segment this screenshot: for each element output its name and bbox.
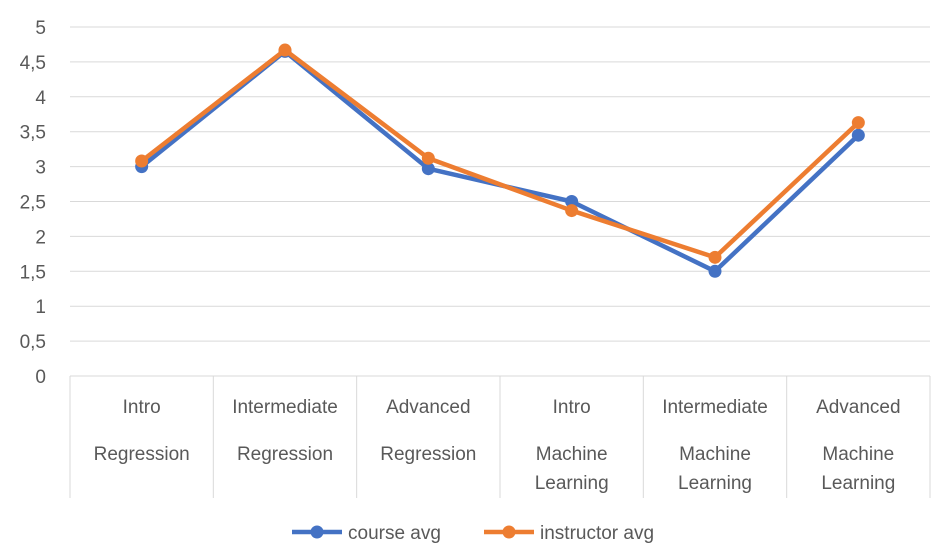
data-point xyxy=(135,154,149,168)
data-point xyxy=(708,264,722,278)
legend: course avg instructor avg xyxy=(292,523,654,544)
y-tick-label: 1,5 xyxy=(20,262,46,283)
series-lines xyxy=(135,43,865,278)
x-category-label-line: Machine xyxy=(679,444,751,465)
x-category-label: Intermediate Regression xyxy=(232,397,338,465)
x-category-label-line: Machine xyxy=(536,444,608,465)
y-tick-label: 3 xyxy=(35,158,46,179)
y-tick-label: 4,5 xyxy=(20,53,46,74)
series-line xyxy=(139,47,861,260)
x-category-label: Intermediate Machine Learning xyxy=(662,397,768,494)
data-point xyxy=(565,195,579,208)
data-point xyxy=(851,128,865,142)
data-point xyxy=(708,250,722,264)
legend-label: course avg xyxy=(348,523,441,544)
data-point xyxy=(278,43,292,57)
y-tick-label: 0 xyxy=(35,367,46,388)
series-line xyxy=(139,49,861,274)
x-category-label-line: Learning xyxy=(821,473,895,494)
gridlines xyxy=(70,26,930,377)
x-category-label: Advanced Regression xyxy=(380,397,476,465)
x-category-label-line: Machine xyxy=(822,444,894,465)
x-category-label-line: Regression xyxy=(94,444,190,465)
legend-swatch-marker xyxy=(310,525,324,539)
legend-swatch-marker xyxy=(502,525,516,539)
x-category-label-line: Regression xyxy=(237,444,333,465)
y-tick-label: 4 xyxy=(35,88,46,109)
y-tick-label: 2 xyxy=(35,227,46,248)
y-tick-label: 3,5 xyxy=(20,123,46,144)
x-category-label-line: Regression xyxy=(380,444,476,465)
data-point xyxy=(421,162,435,176)
data-point xyxy=(565,204,579,218)
y-tick-label: 1 xyxy=(35,297,46,318)
x-category-label: Intro Regression xyxy=(94,397,190,465)
legend-label: instructor avg xyxy=(540,523,654,544)
x-category-label-line: Intermediate xyxy=(662,397,768,418)
data-point xyxy=(421,151,435,165)
x-category-label: Advanced Machine Learning xyxy=(816,397,901,494)
x-category-label-line: Intermediate xyxy=(232,397,338,418)
y-tick-label: 5 xyxy=(35,18,46,39)
x-category-label-line: Learning xyxy=(535,473,609,494)
x-category-label: Intro Machine Learning xyxy=(535,397,609,494)
x-category-label-line: Advanced xyxy=(816,397,901,418)
y-tick-label: 2,5 xyxy=(20,193,46,214)
y-tick-label: 0,5 xyxy=(20,332,46,353)
x-category-label-line: Intro xyxy=(553,397,591,418)
x-category-label-line: Learning xyxy=(678,473,752,494)
x-category-label-line: Advanced xyxy=(386,397,471,418)
x-category-label-line: Intro xyxy=(123,397,161,418)
y-axis-tick-labels: 0 0,5 1 1,5 2 2,5 3 3,5 4 4,5 5 xyxy=(20,18,47,388)
data-point xyxy=(851,116,865,130)
